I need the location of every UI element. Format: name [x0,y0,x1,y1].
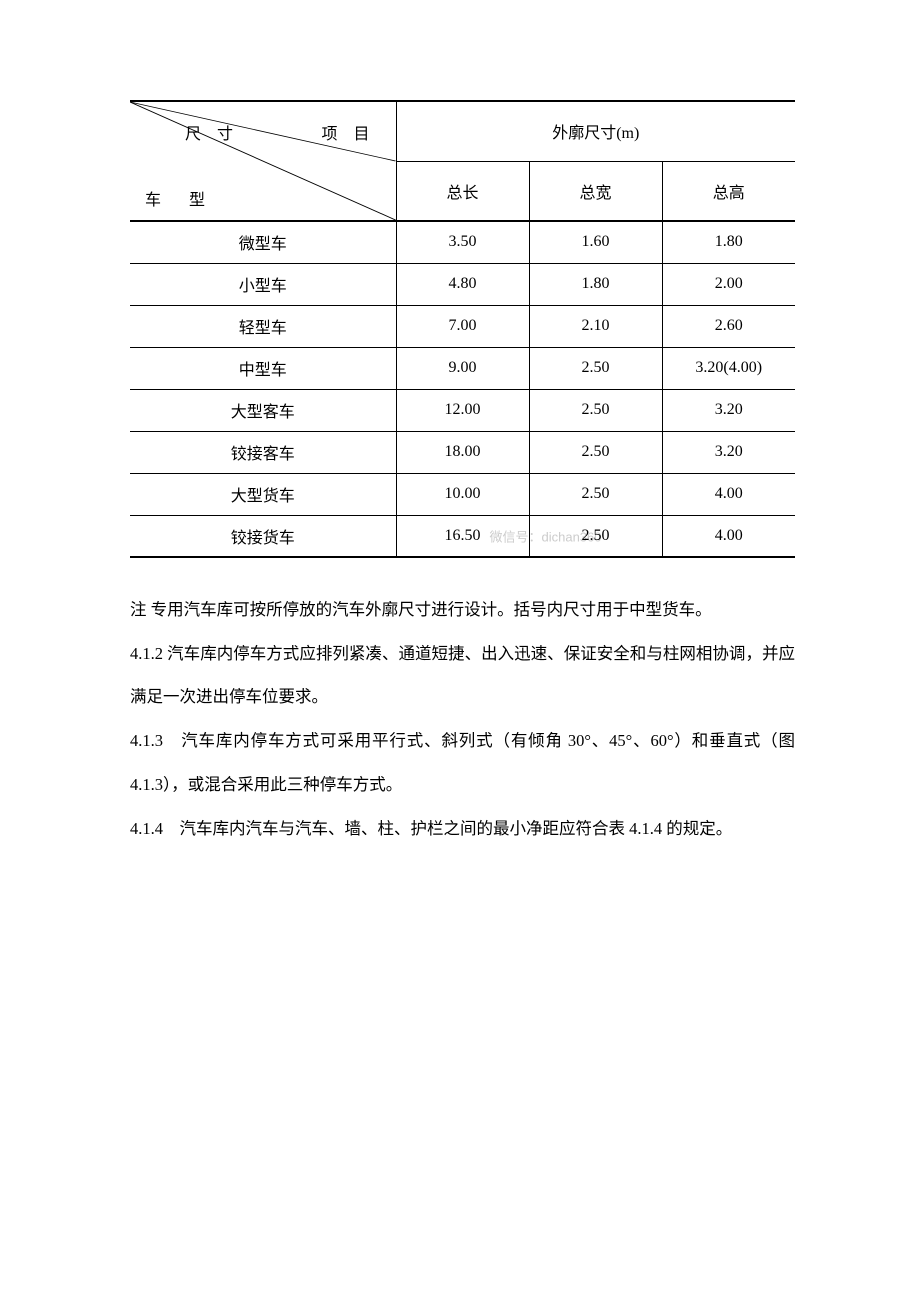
dimensions-table: 尺 寸 项 目 车 型 外廓尺寸(m) 总长 总宽 总高 微型车 3.50 1.… [130,100,795,558]
diagonal-label-type: 车 型 [145,186,217,210]
table-row: 铰接货车 16.50 微信号：dichan360 2.50 4.00 [130,515,795,557]
row-label: 微型车 [130,221,396,263]
row-width: 1.80 [529,263,662,305]
row-width: 2.50 [529,347,662,389]
merged-header-cell: 外廓尺寸(m) [396,101,795,161]
row-width: 2.50 [529,473,662,515]
row-height: 1.80 [662,221,795,263]
row-label: 轻型车 [130,305,396,347]
row-length: 12.00 [396,389,529,431]
table-row: 大型客车 12.00 2.50 3.20 [130,389,795,431]
row-length: 18.00 [396,431,529,473]
row-width: 2.50 [529,431,662,473]
row-label: 大型货车 [130,473,396,515]
row-label: 小型车 [130,263,396,305]
table-row: 大型货车 10.00 2.50 4.00 [130,473,795,515]
row-length: 10.00 [396,473,529,515]
clause-paragraph: 4.1.4 汽车库内汽车与汽车、墙、柱、护栏之间的最小净距应符合表 4.1.4 … [130,807,795,851]
row-length: 3.50 [396,221,529,263]
row-length: 4.80 [396,263,529,305]
row-height: 3.20 [662,431,795,473]
col-header-length: 总长 [396,161,529,221]
table-row: 中型车 9.00 2.50 3.20(4.00) [130,347,795,389]
table-row: 微型车 3.50 1.60 1.80 [130,221,795,263]
table-header-row-1: 尺 寸 项 目 车 型 外廓尺寸(m) [130,101,795,161]
row-label: 铰接货车 [130,515,396,557]
row-width: 2.50 [529,389,662,431]
clause-paragraph: 4.1.2 汽车库内停车方式应排列紧凑、通道短捷、出入迅速、保证安全和与柱网相协… [130,632,795,719]
col-header-width: 总宽 [529,161,662,221]
row-length: 7.00 [396,305,529,347]
row-height: 3.20 [662,389,795,431]
row-height: 4.00 [662,515,795,557]
body-text-section: 注 专用汽车库可按所停放的汽车外廓尺寸进行设计。括号内尺寸用于中型货车。 4.1… [130,588,795,850]
row-height: 4.00 [662,473,795,515]
table-row: 轻型车 7.00 2.10 2.60 [130,305,795,347]
row-length: 9.00 [396,347,529,389]
row-label: 大型客车 [130,389,396,431]
row-height: 2.00 [662,263,795,305]
diagonal-header-cell: 尺 寸 项 目 车 型 [130,101,396,221]
note-paragraph: 注 专用汽车库可按所停放的汽车外廓尺寸进行设计。括号内尺寸用于中型货车。 [130,588,795,632]
table-row: 小型车 4.80 1.80 2.00 [130,263,795,305]
row-width: 1.60 [529,221,662,263]
row-height: 2.60 [662,305,795,347]
row-label: 铰接客车 [130,431,396,473]
diagonal-label-dimension: 尺 寸 [185,120,239,144]
col-header-height: 总高 [662,161,795,221]
row-label: 中型车 [130,347,396,389]
clause-paragraph: 4.1.3 汽车库内停车方式可采用平行式、斜列式（有倾角 30°、45°、60°… [130,719,795,806]
table-row: 铰接客车 18.00 2.50 3.20 [130,431,795,473]
row-width: 微信号：dichan360 2.50 [529,515,662,557]
row-width: 2.10 [529,305,662,347]
diagonal-label-item: 项 目 [321,120,375,144]
row-height: 3.20(4.00) [662,347,795,389]
